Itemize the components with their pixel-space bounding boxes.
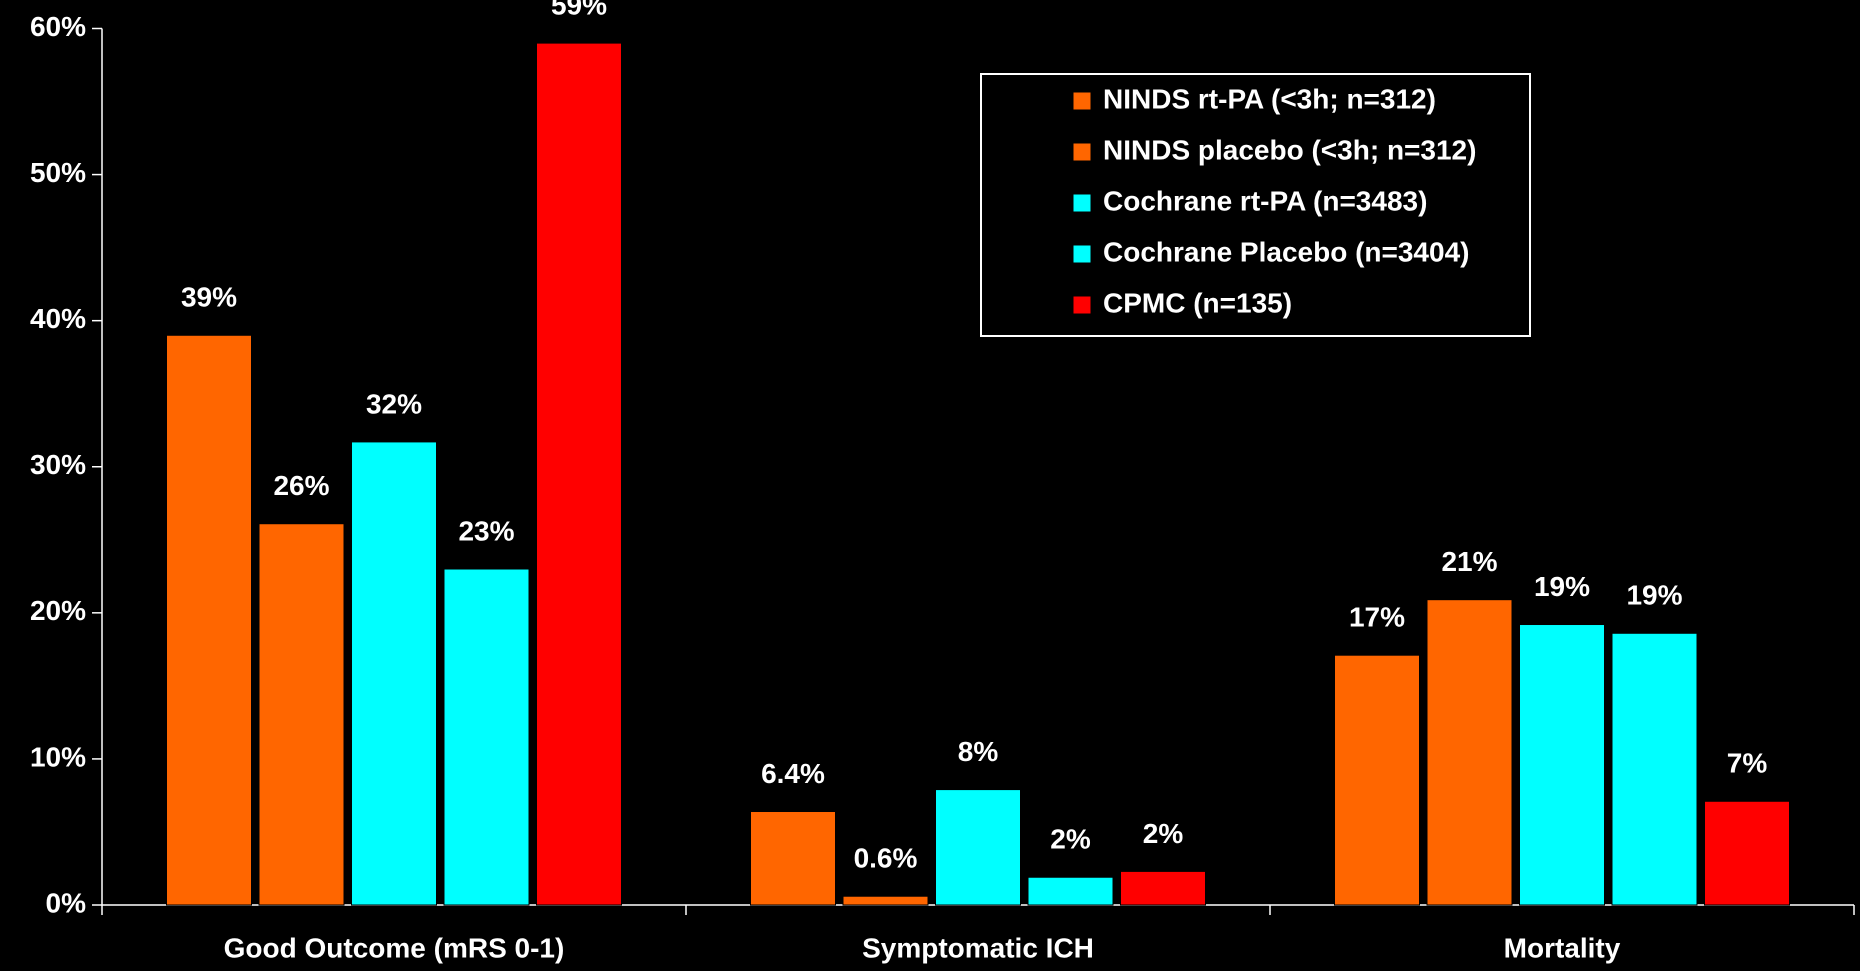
- bar: [1027, 876, 1114, 906]
- value-label: 19%: [1626, 580, 1682, 611]
- legend-label: CPMC (n=135): [1103, 287, 1292, 318]
- y-tick-label: 20%: [30, 595, 86, 626]
- bar: [1334, 654, 1420, 906]
- legend-swatch: [1072, 244, 1092, 264]
- bar: [351, 441, 437, 906]
- legend-swatch: [1072, 91, 1092, 111]
- bar: [935, 789, 1021, 906]
- x-tick-label: Good Outcome (mRS 0-1): [224, 932, 565, 963]
- value-label: 7%: [1727, 748, 1768, 779]
- bar: [258, 523, 345, 906]
- y-tick-label: 30%: [30, 449, 86, 480]
- value-label: 26%: [273, 470, 329, 501]
- legend-swatch: [1072, 142, 1092, 162]
- bar: [1611, 632, 1698, 906]
- bar: [536, 42, 622, 906]
- bar: [443, 568, 530, 906]
- value-label: 6.4%: [761, 758, 825, 789]
- bar: [166, 334, 252, 906]
- y-tick-label: 50%: [30, 157, 86, 188]
- legend-swatch: [1072, 193, 1092, 213]
- bar: [1120, 870, 1206, 906]
- value-label: 21%: [1441, 546, 1497, 577]
- value-label: 32%: [366, 388, 422, 419]
- x-tick-label: Mortality: [1504, 932, 1621, 963]
- bar: [1519, 624, 1605, 906]
- legend-label: Cochrane Placebo (n=3404): [1103, 236, 1469, 267]
- legend-label: Cochrane rt-PA (n=3483): [1103, 185, 1427, 216]
- value-label: 8%: [958, 736, 999, 767]
- value-label: 2%: [1143, 818, 1184, 849]
- value-label: 23%: [458, 515, 514, 546]
- value-label: 59%: [551, 0, 607, 20]
- y-tick-label: 40%: [30, 303, 86, 334]
- bar: [842, 895, 929, 906]
- y-tick-label: 0%: [46, 887, 87, 918]
- bar: [1704, 800, 1790, 906]
- x-tick-label: Symptomatic ICH: [862, 932, 1094, 963]
- legend-label: NINDS rt-PA (<3h; n=312): [1103, 83, 1436, 114]
- value-label: 17%: [1349, 602, 1405, 633]
- legend-swatch: [1072, 295, 1092, 315]
- value-label: 19%: [1534, 571, 1590, 602]
- value-label: 2%: [1050, 824, 1091, 855]
- bar: [750, 811, 836, 906]
- y-tick-label: 10%: [30, 741, 86, 772]
- legend-label: NINDS placebo (<3h; n=312): [1103, 134, 1476, 165]
- bar: [1426, 599, 1513, 906]
- value-label: 39%: [181, 282, 237, 313]
- y-tick-label: 60%: [30, 11, 86, 42]
- value-label: 0.6%: [854, 843, 918, 874]
